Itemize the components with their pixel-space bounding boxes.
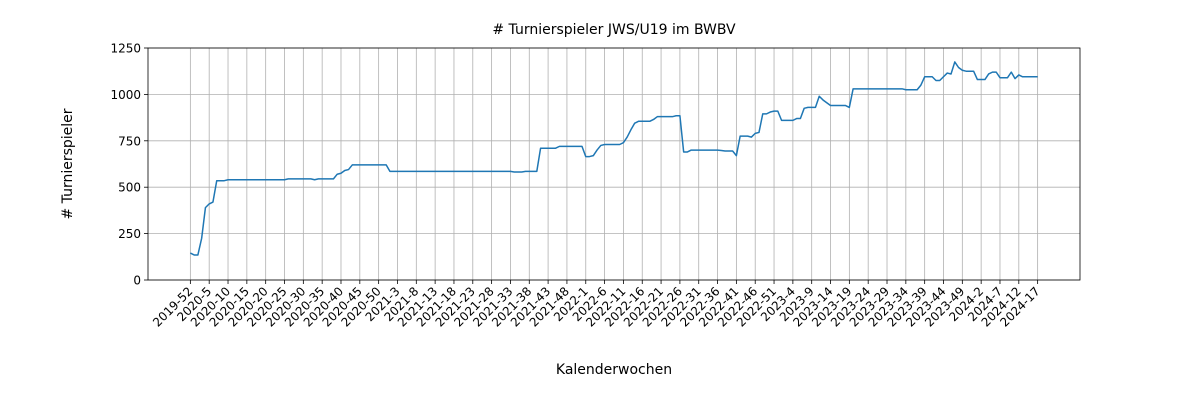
y-tick-label: 1250 [110,42,141,56]
y-axis-label: # Turnierspieler [60,108,76,219]
y-tick-label: 500 [118,181,141,195]
y-tick-label: 750 [118,134,141,148]
data-line [190,61,1038,256]
plot-frame [147,47,1081,281]
y-tick-label: 0 [133,274,141,288]
x-axis-label: Kalenderwochen [556,362,672,378]
chart-title: # Turnierspieler JWS/U19 im BWBV [492,22,736,38]
y-tick-label: 250 [118,227,141,241]
y-tick-label: 1000 [110,88,141,102]
